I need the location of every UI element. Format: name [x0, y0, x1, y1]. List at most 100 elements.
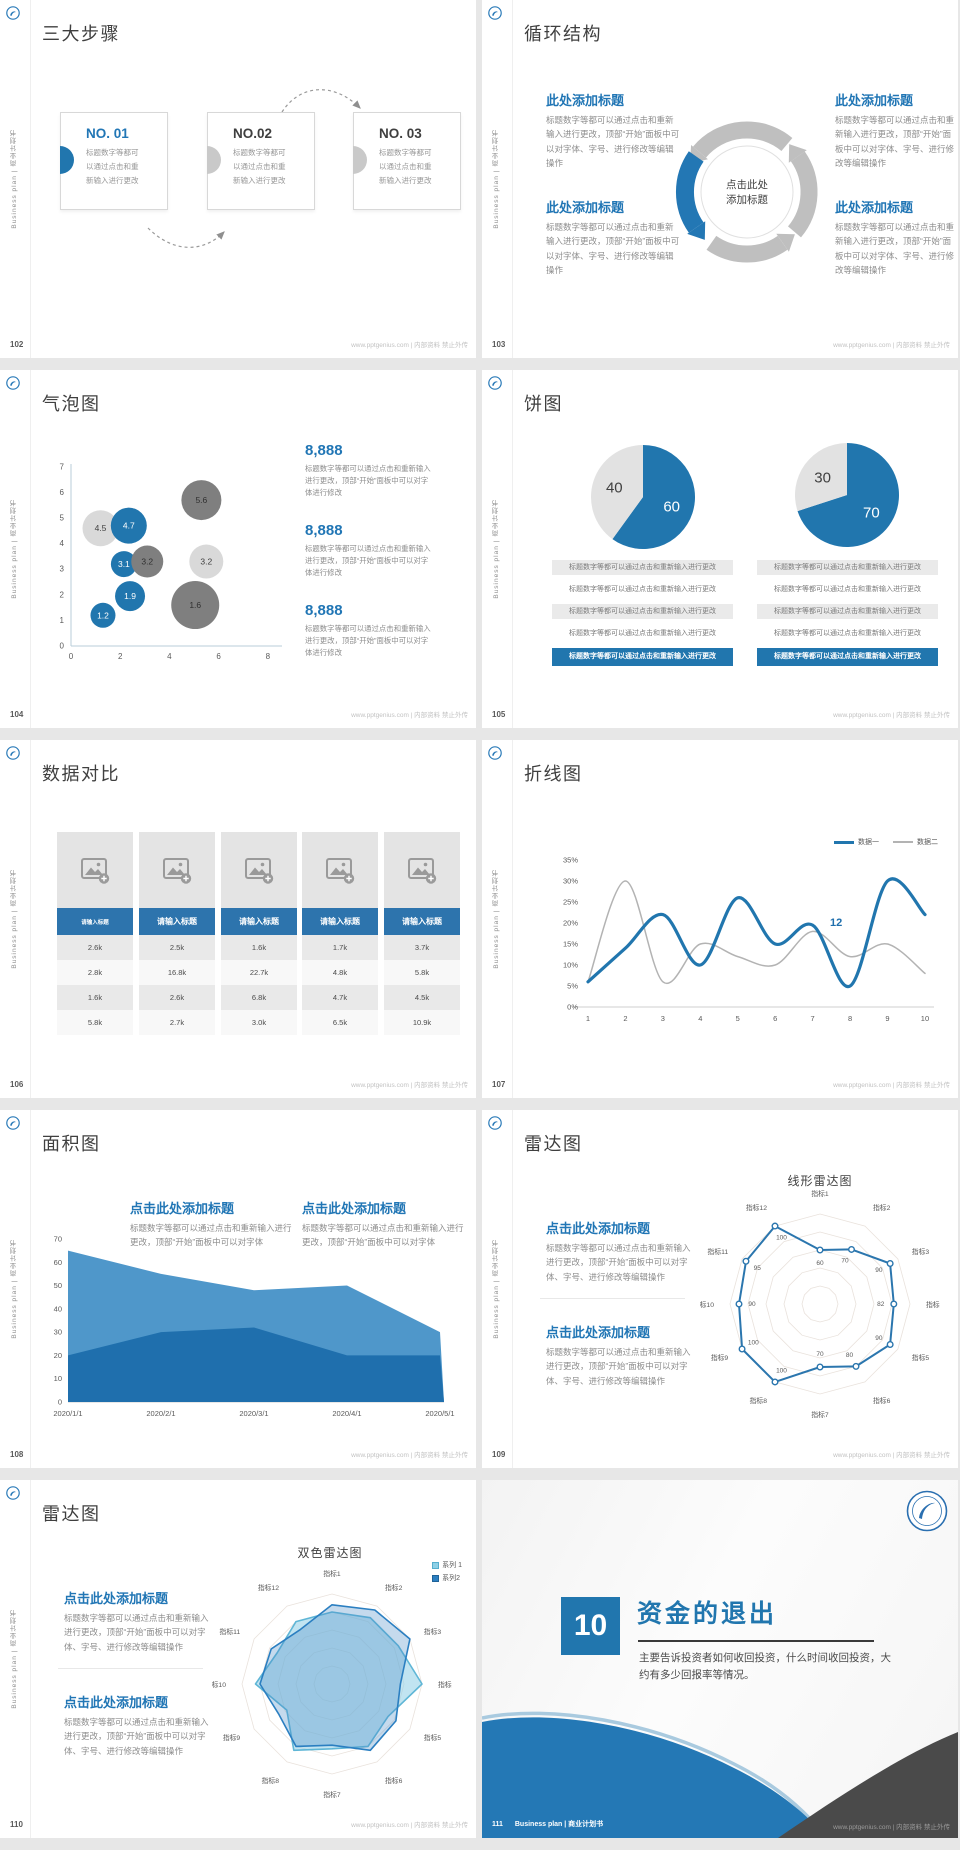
slide-102[interactable]: Business plan | 商业计划书 三大步骤 NO. 01 标题数字等都…	[0, 0, 476, 358]
table-cell: 6.8k	[221, 985, 297, 1010]
table-cell: 4.5k	[384, 985, 460, 1010]
step-card-1: NO. 01 标题数字等都可以通过点击和重新输入进行更改	[60, 112, 168, 210]
block-heading: 点击此处添加标题	[546, 1221, 651, 1236]
image-placeholder	[57, 832, 133, 909]
svg-text:4: 4	[60, 539, 65, 548]
svg-text:100: 100	[776, 1368, 787, 1375]
add-image-icon	[81, 857, 110, 884]
text-block: 此处添加标题 标题数字等都可以通过点击和重新输入进行更改，顶部“开始”面板中可以…	[546, 197, 680, 278]
svg-text:40: 40	[606, 480, 623, 497]
add-image-icon	[326, 857, 355, 884]
stat-block: 8,888 标题数字等都可以通过点击和重新输入进行更改，顶部“开始”面板中可以对…	[305, 522, 435, 580]
step-dot-icon	[207, 146, 221, 174]
table-cell: 4.8k	[302, 960, 378, 985]
table-cell: 6.5k	[302, 1010, 378, 1035]
svg-text:3: 3	[60, 565, 65, 574]
slide-109[interactable]: Business plan | 商业计划书 雷达图 点击此处添加标题 标题数字等…	[482, 1110, 958, 1468]
radar-chart: 指标1 指标2 指标3 指标4 指标5 指标6 指标7 指标8 指标9 指标10 指标11 指标12	[212, 1569, 452, 1799]
svg-text:1: 1	[60, 616, 65, 625]
slide-107[interactable]: Business plan | 商业计划书 折线图 数据一 数据二 0% 5% 10…	[482, 740, 958, 1098]
svg-text:40: 40	[54, 1304, 62, 1313]
svg-text:0: 0	[58, 1398, 62, 1407]
svg-text:指标10: 指标10	[700, 1300, 714, 1309]
svg-text:15%: 15%	[563, 940, 578, 949]
pie-caption-row: 标题数字等都可以通过点击和重新输入进行更改	[757, 604, 938, 619]
svg-text:指标12: 指标12	[746, 1203, 767, 1212]
table-cell: 2.6k	[139, 985, 215, 1010]
table-cell: 3.0k	[221, 1010, 297, 1035]
chart-legend: 系列 1 系列2	[432, 1560, 462, 1586]
svg-text:4: 4	[698, 1014, 702, 1023]
image-placeholder	[302, 832, 378, 909]
legend-label: 数据一	[858, 839, 879, 846]
svg-text:90: 90	[748, 1301, 756, 1308]
block-heading: 点击此处添加标题	[130, 1201, 235, 1216]
slide-106[interactable]: Business plan | 商业计划书 数据对比 请输入标题 请输入标题 请输入…	[0, 740, 476, 1098]
stat-block: 8,888 标题数字等都可以通过点击和重新输入进行更改，顶部“开始”面板中可以对…	[305, 442, 435, 500]
slide-111[interactable]: 10 资金的退出 主要告诉投资者如何收回投资，什么时间收回投资，大约有多少回报率…	[482, 1480, 958, 1838]
svg-text:90: 90	[875, 1267, 883, 1274]
block-heading: 点击此处添加标题	[64, 1591, 169, 1606]
svg-text:指标7: 指标7	[811, 1410, 829, 1419]
svg-text:70: 70	[841, 1258, 849, 1265]
svg-text:20: 20	[54, 1351, 62, 1360]
image-placeholder	[221, 832, 297, 909]
legend-label: 系列2	[442, 1575, 461, 1582]
slide-105[interactable]: Business plan | 商业计划书 饼图 60 40 70 30 标题数字等…	[482, 370, 958, 728]
svg-text:20%: 20%	[563, 919, 578, 928]
chart-legend: 数据一 数据二	[834, 837, 938, 847]
comparison-table: 请输入标题 请输入标题 请输入标题 请输入标题 请输入标题 2.6k 2.5k 1.6k 1.7…	[0, 740, 476, 1098]
pie-caption-row: 标题数字等都可以通过点击和重新输入进行更改	[774, 630, 921, 637]
sidebar-label: Business plan | 商业计划书	[493, 499, 500, 599]
pie-caption-row: 标题数字等都可以通过点击和重新输入进行更改	[552, 604, 733, 619]
svg-text:8: 8	[266, 652, 271, 661]
page-number: 102	[10, 340, 24, 349]
page-number: 111	[492, 1821, 503, 1828]
sidebar-label: Business plan | 商业计划书	[11, 1239, 18, 1339]
table-header: 请输入标题	[221, 908, 297, 935]
image-placeholder	[384, 832, 460, 909]
add-image-icon	[245, 857, 274, 884]
svg-text:指标9: 指标9	[223, 1733, 241, 1742]
text-block: 点击此处添加标题 标题数字等都可以通过点击和重新输入进行更改，顶部“开始”面板中…	[130, 1198, 294, 1250]
sidebar: Business plan | 商业计划书	[482, 370, 513, 728]
sidebar-label: Business plan | 商业计划书	[493, 129, 500, 229]
text-block: 点击此处添加标题 标题数字等都可以通过点击和重新输入进行更改，顶部“开始”面板中…	[64, 1692, 214, 1758]
svg-text:4: 4	[167, 652, 172, 661]
text-block: 点击此处添加标题 标题数字等都可以通过点击和重新输入进行更改，顶部“开始”面板中…	[302, 1198, 466, 1250]
text-block: 点击此处添加标题 标题数字等都可以通过点击和重新输入进行更改，顶部“开始”面板中…	[546, 1322, 696, 1388]
svg-text:8: 8	[848, 1014, 852, 1023]
table-cell: 4.7k	[302, 985, 378, 1010]
slide-110[interactable]: Business plan | 商业计划书 雷达图 点击此处添加标题 标题数字等…	[0, 1480, 476, 1838]
footer-url: www.pptgenius.com | 内部资料 禁止外传	[351, 342, 468, 349]
svg-text:30: 30	[54, 1328, 62, 1337]
sidebar: Business plan | 商业计划书	[482, 1110, 513, 1468]
cycle-diagram	[675, 121, 818, 263]
svg-text:指标1: 指标1	[811, 1189, 829, 1198]
line-chart: 0%5%10%15%20%25%30%35%1 2 3 4 5 6 7 8 9 10	[563, 856, 934, 1023]
slide-104[interactable]: Business plan | 商业计划书 气泡图 0 1 2 3 4 5 6 7 0 2 4 6 8 4…	[0, 370, 476, 728]
sidebar: Business plan | 商业计划书	[0, 0, 31, 358]
slide-103[interactable]: Business plan | 商业计划书 循环结构 此处添加标题 标题数字等都…	[482, 0, 958, 358]
logo-icon	[488, 376, 502, 390]
step-card-2: NO.02 标题数字等都可以通过点击和重新输入进行更改	[207, 112, 315, 210]
page-number: 108	[10, 1450, 24, 1459]
table-cell: 16.8k	[139, 960, 215, 985]
pie-chart-right: 70 30	[795, 443, 900, 547]
step-description: 标题数字等都可以通过点击和重新输入进行更改	[86, 148, 139, 185]
svg-text:10: 10	[921, 1014, 929, 1023]
slide-108[interactable]: Business plan | 商业计划书 面积图 点击此处添加标题 标题数字等…	[0, 1110, 476, 1468]
stat-value: 8,888	[305, 602, 343, 619]
page-title: 循环结构	[524, 24, 602, 44]
pie-caption-row: 标题数字等都可以通过点击和重新输入进行更改	[774, 586, 921, 593]
svg-text:7: 7	[60, 462, 65, 471]
svg-text:指标11: 指标11	[220, 1627, 241, 1636]
footer-url: www.pptgenius.com | 内部资料 禁止外传	[351, 1082, 468, 1089]
logo-icon	[6, 746, 20, 760]
step-dot-icon	[353, 146, 367, 174]
svg-text:10: 10	[54, 1374, 62, 1383]
table-cell: 2.5k	[139, 935, 215, 960]
svg-text:2020/5/1: 2020/5/1	[425, 1409, 454, 1418]
page-number: 106	[10, 1080, 24, 1089]
table-cell: 2.7k	[139, 1010, 215, 1035]
